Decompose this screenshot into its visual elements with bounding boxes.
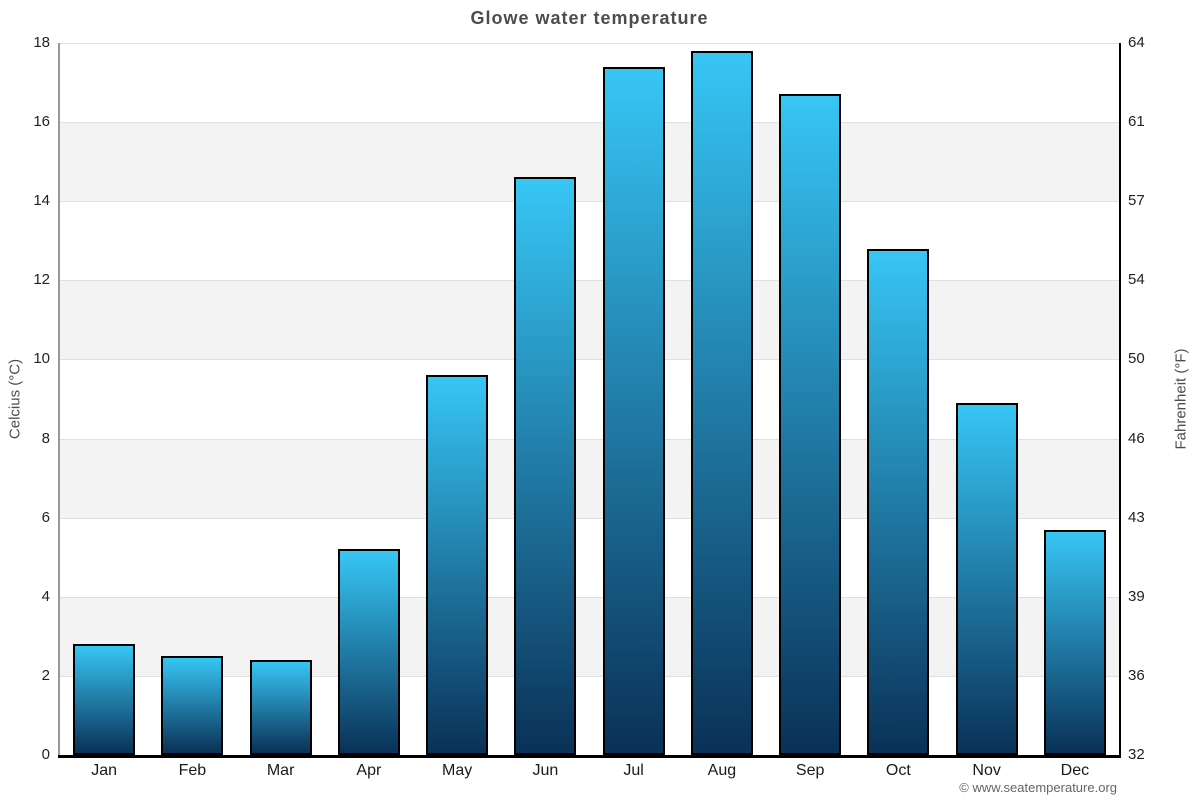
y-axis-label-celsius: Celcius (°C): [6, 358, 24, 440]
celsius-tick-label: 18: [33, 34, 50, 51]
copyright-attribution: © www.seatemperature.org: [959, 780, 1117, 795]
gridline: [60, 359, 1119, 361]
fahrenheit-tick-label: 32: [1128, 746, 1145, 763]
fahrenheit-tick-label: 54: [1128, 271, 1145, 289]
fahrenheit-tick-label: 43: [1128, 508, 1145, 526]
y-axis-label-fahrenheit: Fahrenheit (°F): [1172, 348, 1190, 450]
x-tick-label: Jan: [91, 762, 118, 779]
bar-nov: [955, 402, 1018, 755]
fahrenheit-tick-label: 39: [1128, 587, 1145, 605]
celsius-tick-label: 4: [41, 587, 50, 605]
bar-mar: [249, 660, 312, 755]
gridline: [60, 280, 1119, 282]
bar-jul: [602, 66, 665, 755]
gridline: [60, 122, 1119, 124]
celsius-tick-label: 16: [33, 113, 50, 131]
plot-area: [60, 43, 1119, 755]
bar-jan: [73, 644, 136, 755]
bar-sep: [779, 94, 842, 755]
fahrenheit-tick-label: 61: [1128, 113, 1145, 131]
x-tick-label: Aug: [707, 762, 737, 779]
x-tick-label: Mar: [266, 762, 295, 779]
gridline: [60, 438, 1119, 440]
gridline: [60, 43, 1119, 44]
bar-jun: [514, 177, 577, 755]
celsius-tick-label: 12: [33, 271, 50, 289]
x-tick-label: Dec: [1060, 762, 1090, 779]
x-tick-label: Jul: [623, 762, 644, 779]
bar-may: [426, 375, 489, 755]
gridline: [60, 675, 1119, 677]
y-axis-line-left: [58, 43, 60, 755]
celsius-tick-label: 10: [33, 350, 50, 368]
celsius-tick-label: 14: [33, 192, 50, 210]
bar-feb: [161, 656, 224, 755]
plot-shaded-band: [60, 280, 1119, 360]
bar-oct: [867, 248, 930, 755]
plot-shaded-band: [60, 596, 1119, 676]
x-axis-line: [58, 755, 1121, 758]
bar-aug: [690, 50, 753, 755]
fahrenheit-tick-label: 57: [1128, 192, 1145, 210]
celsius-tick-label: 8: [41, 429, 50, 447]
x-tick-label: Feb: [178, 762, 207, 779]
celsius-tick-label: 6: [41, 508, 50, 526]
celsius-tick-label: 0: [41, 746, 50, 763]
fahrenheit-tick-label: 36: [1128, 666, 1145, 684]
plot-shaded-band: [60, 122, 1119, 202]
fahrenheit-tick-label: 64: [1128, 34, 1145, 51]
y-axis-line-right: [1119, 43, 1121, 755]
x-tick-label: Sep: [795, 762, 825, 779]
x-tick-label: Nov: [972, 762, 1001, 779]
x-tick-label: Jun: [532, 762, 559, 779]
plot-shaded-band: [60, 438, 1119, 518]
gridline: [60, 596, 1119, 598]
fahrenheit-tick-label: 50: [1128, 350, 1145, 368]
bar-dec: [1043, 529, 1106, 755]
x-tick-label: Apr: [356, 762, 382, 779]
x-tick-label: Oct: [885, 762, 911, 779]
gridline: [60, 517, 1119, 519]
bar-apr: [337, 549, 400, 755]
chart-title: Glowe water temperature: [470, 8, 709, 28]
celsius-tick-label: 2: [41, 666, 50, 684]
gridline: [60, 201, 1119, 203]
fahrenheit-tick-label: 46: [1128, 429, 1145, 447]
x-tick-label: May: [442, 762, 473, 779]
